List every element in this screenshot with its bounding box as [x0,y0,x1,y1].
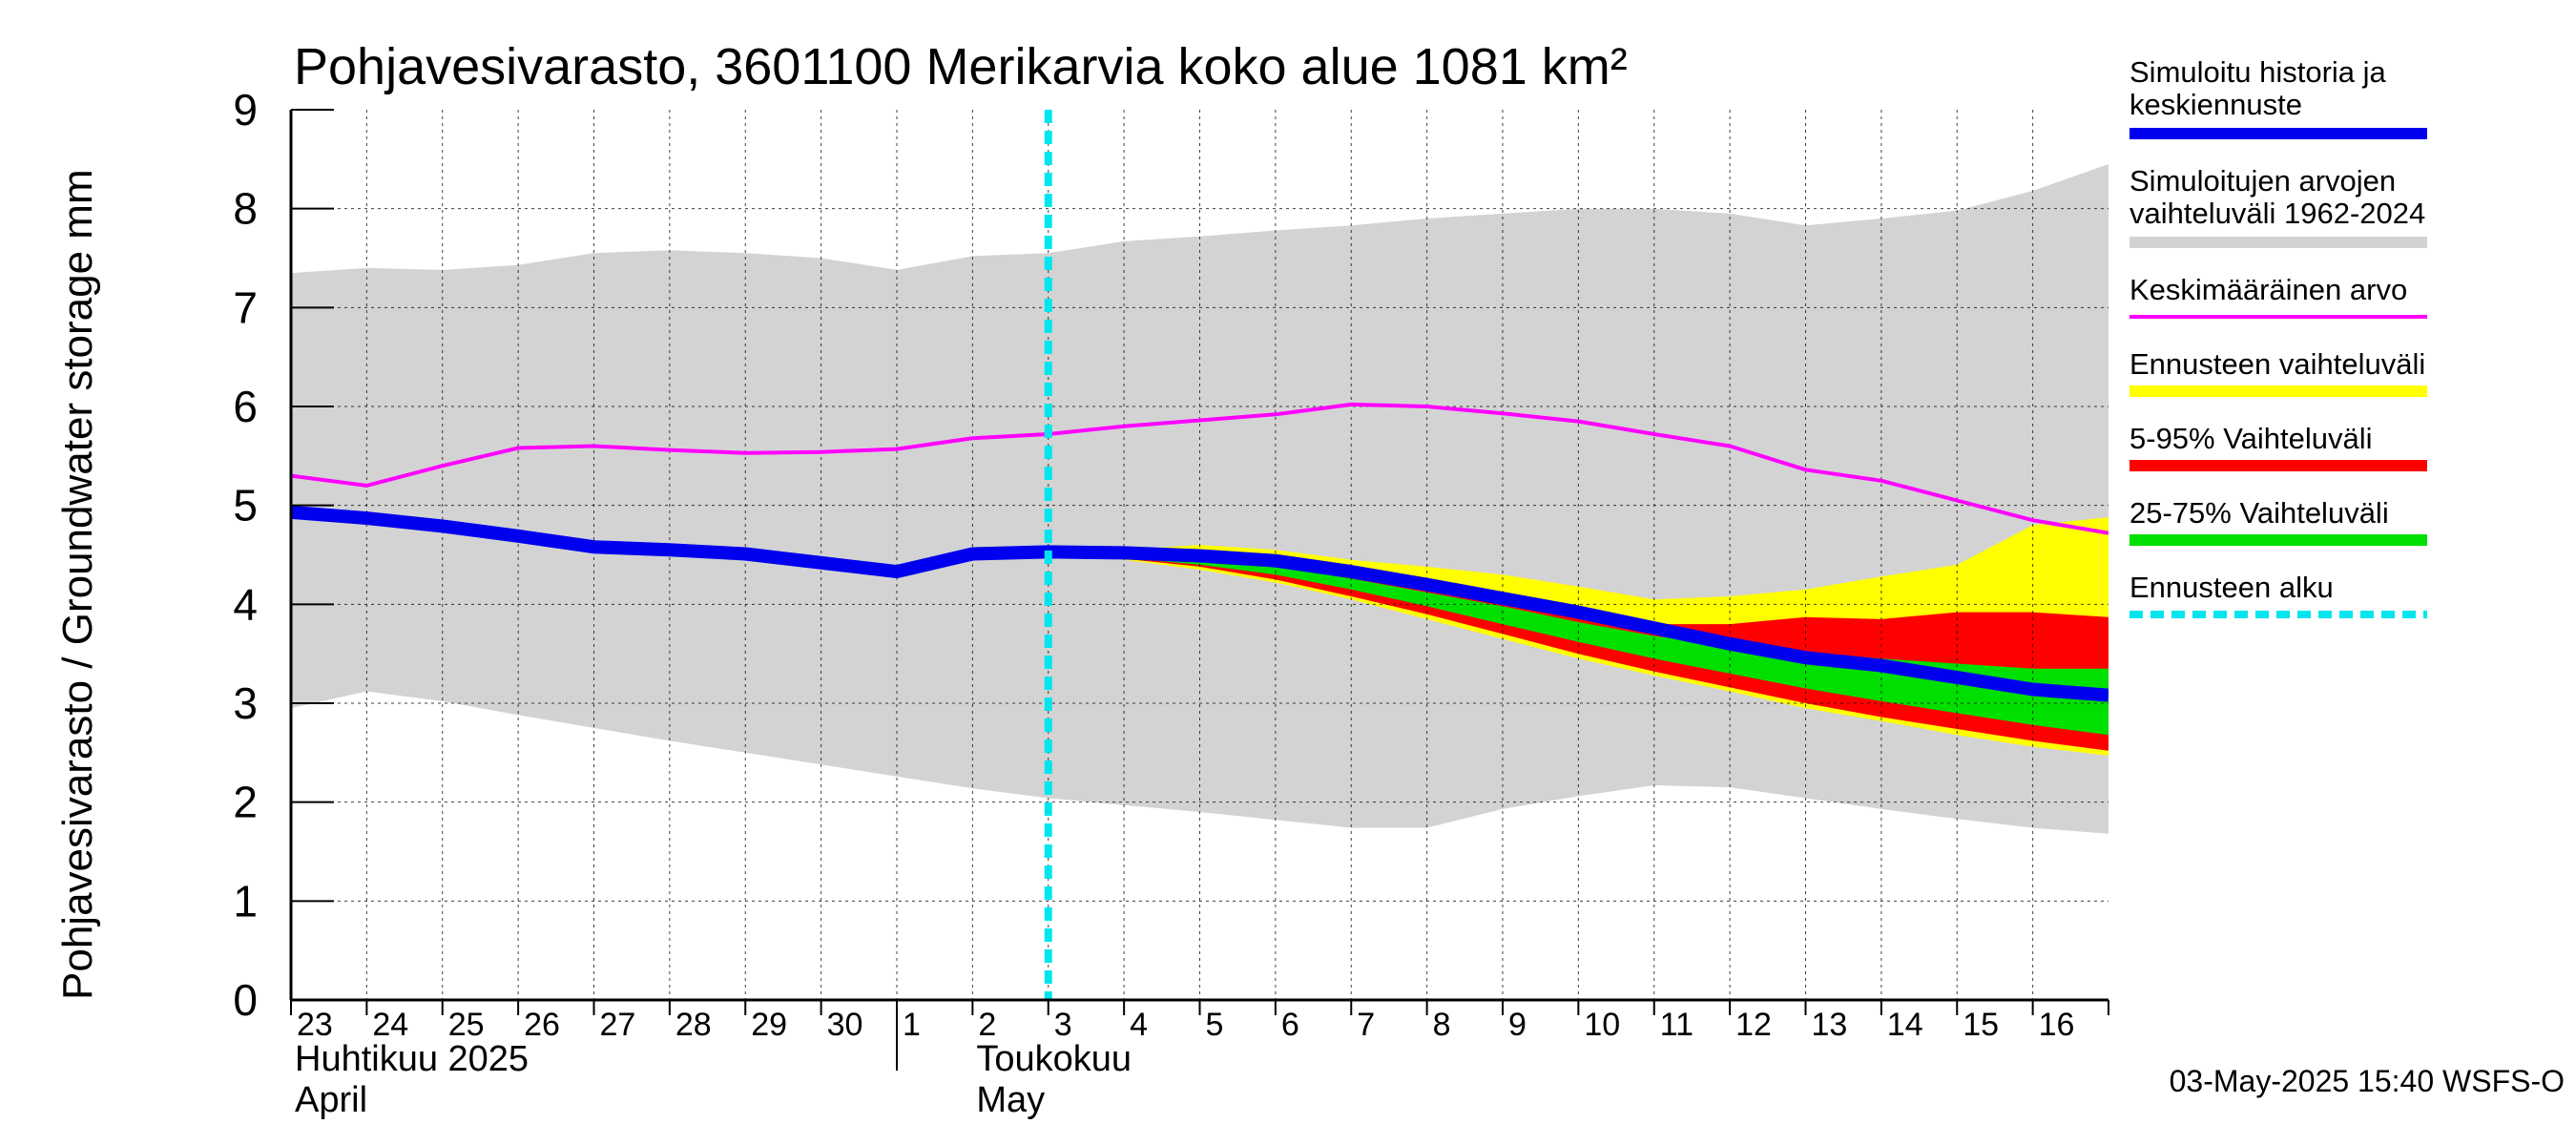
month-label-english: May [976,1080,1045,1120]
legend-item: Ennusteen alku [2129,571,2427,618]
x-tick-label: 11 [1660,1007,1693,1043]
x-tick-label: 3 [1054,1007,1072,1043]
legend-label: 5-95% Vaihteluväli [2129,422,2372,455]
month-label: Toukokuu [976,1039,1132,1079]
y-tick-label: 6 [233,382,258,431]
x-tick-label: 2 [978,1007,996,1043]
y-axis-label: Pohjavesivarasto / Groundwater storage m… [54,169,101,1000]
x-tick-label: 10 [1584,1007,1620,1043]
x-tick-label: 7 [1357,1007,1375,1043]
x-tick-label: 23 [297,1007,333,1043]
x-tick-label: 24 [372,1007,408,1043]
legend-label: Simuloitujen arvojen [2129,164,2396,198]
legend-item: Ennusteen vaihteluväli [2129,347,2427,397]
y-tick-label: 0 [233,975,258,1025]
plot-series [291,110,2109,1000]
legend-label: 25-75% Vaihteluväli [2129,496,2389,530]
x-tick-label: 15 [1963,1007,1999,1043]
y-tick-label: 5 [233,481,258,531]
x-tick-label: 28 [675,1007,712,1043]
x-tick-label: 30 [827,1007,863,1043]
legend: Simuloitu historia jakeskiennusteSimuloi… [2129,55,2427,618]
y-tick-label: 9 [233,85,258,135]
legend-item: 25-75% Vaihteluväli [2129,496,2427,546]
x-tick-label: 25 [448,1007,485,1043]
x-tick-label: 16 [2039,1007,2075,1043]
timestamp-footer: 03-May-2025 15:40 WSFS-O [2170,1064,2565,1098]
x-tick-label: 9 [1508,1007,1527,1043]
legend-label: Ennusteen alku [2129,571,2334,604]
month-label-english: April [295,1080,367,1120]
x-tick-label: 8 [1433,1007,1451,1043]
y-tick-label: 1 [233,876,258,926]
x-tick-label: 13 [1812,1007,1848,1043]
month-label: Huhtikuu 2025 [295,1039,529,1079]
x-tick-label: 12 [1735,1007,1772,1043]
line-keskim-r-inen-arvo [291,402,2109,535]
legend-label: Ennusteen vaihteluväli [2129,347,2425,381]
y-tick-label: 2 [233,778,258,827]
legend-label: vaihteluväli 1962-2024 [2129,197,2425,230]
y-tick-label: 3 [233,678,258,728]
legend-label: Simuloitu historia ja [2129,55,2387,89]
legend-item: 5-95% Vaihteluväli [2129,422,2427,471]
legend-label: keskiennuste [2129,88,2302,121]
x-tick-label: 14 [1887,1007,1923,1043]
x-tick-label: 4 [1130,1007,1148,1043]
x-tick-label: 26 [524,1007,560,1043]
line-simuloitu-historia-ja-keskiennuste [291,505,2109,702]
legend-item: Keskimääräinen arvo [2129,273,2427,319]
x-tick-label: 27 [600,1007,636,1043]
x-tick-label: 5 [1206,1007,1224,1043]
band-25-75-vaihteluv-li [1048,552,2109,736]
y-tick-label: 8 [233,184,258,234]
chart-title: Pohjavesivarasto, 3601100 Merikarvia kok… [294,38,1628,95]
plot-area [291,110,2109,1000]
x-tick-label: 29 [751,1007,787,1043]
y-tick-label: 7 [233,282,258,332]
x-tick-label: 6 [1281,1007,1299,1043]
y-tick-label: 4 [233,579,258,629]
x-tick-label: 1 [903,1007,921,1043]
legend-label: Keskimääräinen arvo [2129,273,2407,306]
